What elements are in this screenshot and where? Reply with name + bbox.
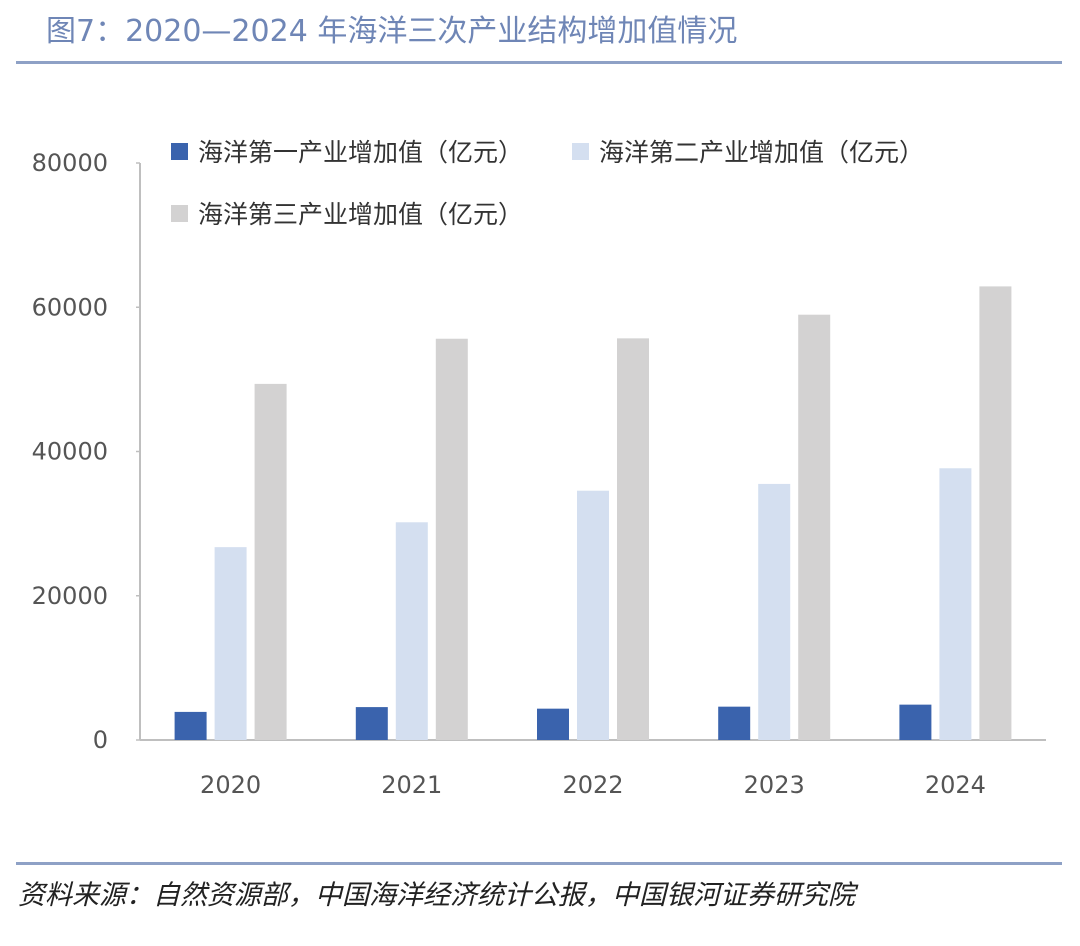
bar-series1-2020 bbox=[174, 711, 207, 740]
bar-series3-2022 bbox=[617, 338, 649, 740]
figure-title: 图7：2020—2024 年海洋三次产业结构增加值情况 bbox=[46, 14, 738, 49]
x-tick-label: 2020 bbox=[200, 771, 261, 799]
bar-series1-2022 bbox=[537, 708, 569, 740]
y-tick-label: 80000 bbox=[32, 149, 108, 177]
bar-series2-2021 bbox=[395, 522, 428, 740]
bar-series2-2023 bbox=[758, 483, 791, 740]
legend-label-series3: 海洋第三产业增加值（亿元） bbox=[198, 200, 523, 229]
labels-group: 0 20000 40000 60000 80000 2020 2021 2022 2023 202… bbox=[32, 149, 986, 799]
y-tick-label: 40000 bbox=[32, 438, 108, 466]
bar-series2-2024 bbox=[939, 468, 972, 740]
bar-series1-2023 bbox=[718, 706, 751, 740]
top-rule bbox=[16, 61, 1062, 64]
x-tick-label: 2024 bbox=[925, 771, 986, 799]
legend-swatch-series1 bbox=[171, 143, 188, 160]
legend-label-series2: 海洋第二产业增加值（亿元） bbox=[599, 138, 924, 167]
legend-swatch-series3 bbox=[171, 205, 188, 222]
y-tick-label: 0 bbox=[93, 726, 108, 754]
bar-series1-2024 bbox=[899, 704, 932, 740]
bars-group bbox=[174, 286, 1012, 740]
bar-series3-2023 bbox=[798, 314, 831, 740]
bar-series2-2022 bbox=[577, 490, 609, 740]
x-tick-label: 2021 bbox=[381, 771, 442, 799]
x-tick-label: 2023 bbox=[744, 771, 805, 799]
legend-label-series1: 海洋第一产业增加值（亿元） bbox=[198, 138, 523, 167]
y-tick-label: 60000 bbox=[32, 293, 108, 321]
x-tick-label: 2022 bbox=[562, 771, 623, 799]
bar-series3-2020 bbox=[254, 383, 287, 740]
y-tick-label: 20000 bbox=[32, 582, 108, 610]
bottom-rule bbox=[16, 862, 1062, 865]
source-note: 资料来源：自然资源部，中国海洋经济统计公报，中国银河证券研究院 bbox=[18, 880, 855, 911]
bar-series3-2024 bbox=[979, 286, 1012, 740]
legend-swatch-series2 bbox=[572, 143, 589, 160]
bar-series2-2020 bbox=[214, 547, 247, 740]
bar-series1-2021 bbox=[355, 707, 388, 740]
legend-group: 海洋第一产业增加值（亿元） 海洋第二产业增加值（亿元） 海洋第三产业增加值（亿元） bbox=[171, 138, 924, 229]
bar-series3-2021 bbox=[435, 338, 468, 740]
